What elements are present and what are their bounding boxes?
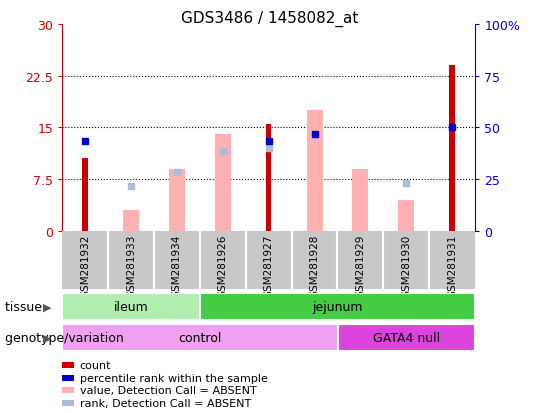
Text: genotype/variation: genotype/variation <box>5 331 128 344</box>
Text: GSM281928: GSM281928 <box>309 234 320 297</box>
Bar <box>353 169 368 231</box>
Bar <box>62 375 73 381</box>
Bar <box>62 363 73 368</box>
Bar <box>169 169 185 231</box>
Bar <box>338 324 475 351</box>
Text: GSM281931: GSM281931 <box>447 234 457 297</box>
Text: GATA4 null: GATA4 null <box>373 331 440 344</box>
Text: GSM281933: GSM281933 <box>126 234 136 297</box>
Bar <box>449 66 455 231</box>
Text: GSM281934: GSM281934 <box>172 234 182 297</box>
Text: GSM281927: GSM281927 <box>264 234 274 297</box>
Bar <box>62 400 73 406</box>
Text: rank, Detection Call = ABSENT: rank, Detection Call = ABSENT <box>79 398 251 408</box>
Bar <box>123 211 139 231</box>
Text: GSM281932: GSM281932 <box>80 234 90 297</box>
Text: GSM281930: GSM281930 <box>401 234 411 297</box>
Text: ileum: ileum <box>113 300 148 313</box>
Text: jejunum: jejunum <box>312 300 363 313</box>
Text: value, Detection Call = ABSENT: value, Detection Call = ABSENT <box>79 385 256 395</box>
Text: percentile rank within the sample: percentile rank within the sample <box>79 373 267 383</box>
Bar <box>399 200 414 231</box>
Text: GDS3486 / 1458082_at: GDS3486 / 1458082_at <box>181 10 359 26</box>
Text: tissue: tissue <box>5 300 46 313</box>
Text: GSM281929: GSM281929 <box>355 234 366 297</box>
Bar <box>200 293 475 320</box>
Text: ▶: ▶ <box>43 301 51 312</box>
Text: GSM281926: GSM281926 <box>218 234 228 297</box>
Text: control: control <box>178 331 221 344</box>
Bar <box>215 135 231 231</box>
Bar <box>62 293 200 320</box>
Text: count: count <box>79 361 111 370</box>
Bar <box>62 324 338 351</box>
Bar <box>82 159 88 231</box>
Bar <box>307 111 322 231</box>
Bar <box>266 125 272 231</box>
Bar <box>62 387 73 393</box>
Text: ▶: ▶ <box>43 332 51 343</box>
